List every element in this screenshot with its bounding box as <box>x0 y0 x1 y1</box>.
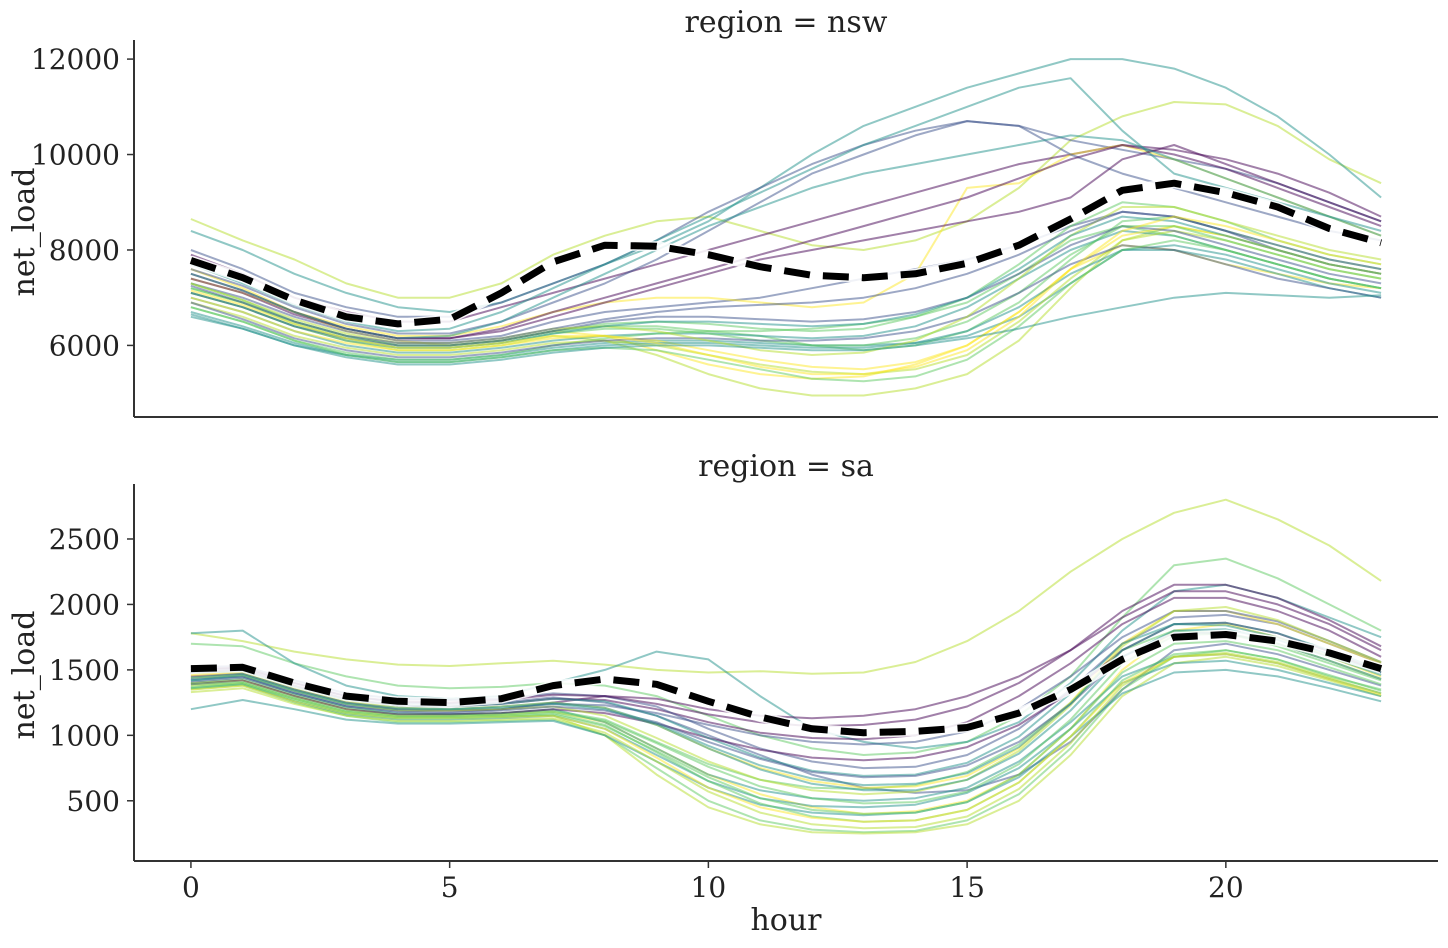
x-axis-label: hour <box>750 903 822 938</box>
day-lines-nsw <box>190 58 1382 397</box>
mean-line-dashed-sa <box>190 631 1383 737</box>
y-tick-label-sa-1500: 1500 <box>49 654 120 687</box>
panel-nsw: region = nsw net_load 6000 8000 10000 12000 <box>7 5 1438 418</box>
y-ticks-sa: 500 1000 1500 2000 2500 <box>49 523 134 818</box>
panel-title-sa: region = sa <box>698 449 874 484</box>
x-tick-label-15: 15 <box>949 871 985 904</box>
y-ticks-nsw: 6000 8000 10000 12000 <box>31 43 134 362</box>
x-tick-label-20: 20 <box>1208 871 1244 904</box>
y-tick-label-nsw-12000: 12000 <box>31 43 120 76</box>
day-line-nsw-24 <box>190 134 1382 340</box>
day-line-sa-27 <box>190 621 1382 787</box>
x-tick-label-5: 5 <box>441 871 459 904</box>
day-line-sa-1 <box>190 498 1382 675</box>
day-line-nsw-10 <box>190 144 1382 337</box>
day-line-sa-3 <box>190 583 1382 750</box>
day-line-sa-16 <box>190 668 1382 817</box>
x-tick-label-10: 10 <box>691 871 727 904</box>
y-axis-label-nsw: net_load <box>7 168 42 297</box>
day-line-nsw-15 <box>190 77 1382 333</box>
day-line-nsw-13 <box>190 120 1382 335</box>
y-tick-label-nsw-8000: 8000 <box>49 234 120 267</box>
day-line-sa-2 <box>190 557 1382 756</box>
day-line-nsw-3 <box>190 58 1382 313</box>
y-axis-label-sa: net_load <box>7 611 42 740</box>
day-line-sa-28 <box>190 640 1382 815</box>
day-line-sa-23 <box>190 628 1382 792</box>
y-tick-label-sa-500: 500 <box>67 785 120 818</box>
day-line-nsw-19 <box>190 225 1382 347</box>
x-ticks-sa: 0 5 10 15 20 <box>182 861 1244 904</box>
day-line-nsw-23 <box>190 244 1382 359</box>
mean-line-dashed-nsw <box>189 179 1383 328</box>
y-tick-label-sa-1000: 1000 <box>49 719 120 752</box>
day-line-sa-19 <box>190 649 1382 823</box>
day-line-sa-9 <box>190 655 1382 835</box>
day-line-nsw-2 <box>190 101 1382 299</box>
y-tick-label-sa-2000: 2000 <box>49 588 120 621</box>
day-line-nsw-14 <box>190 144 1382 340</box>
day-line-sa-25 <box>190 651 1382 830</box>
day-line-sa-12 <box>190 659 1382 809</box>
mean-line-sa <box>190 629 1383 738</box>
mean-line-nsw <box>189 178 1383 329</box>
y-tick-label-nsw-10000: 10000 <box>31 139 120 172</box>
panel-sa: region = sa net_load 500 1000 1500 2000 2500… <box>7 449 1438 938</box>
y-tick-label-sa-2500: 2500 <box>49 523 120 556</box>
day-line-nsw-26 <box>190 239 1382 383</box>
day-line-nsw-11 <box>190 229 1382 354</box>
day-lines-sa <box>190 498 1382 835</box>
day-line-sa-18 <box>190 606 1382 796</box>
panel-title-nsw: region = nsw <box>685 5 888 40</box>
day-line-nsw-30 <box>190 291 1382 366</box>
y-tick-label-nsw-6000: 6000 <box>49 329 120 362</box>
day-line-nsw-4 <box>190 120 1382 318</box>
day-line-nsw-29 <box>190 215 1382 376</box>
x-tick-label-0: 0 <box>182 871 200 904</box>
day-line-nsw-22 <box>190 144 1382 340</box>
